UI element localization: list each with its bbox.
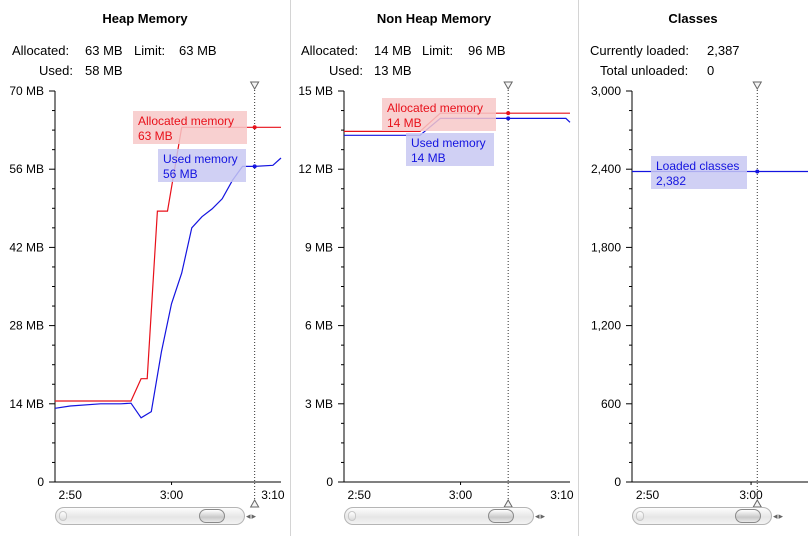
y-tick-label: 42 MB — [9, 240, 44, 254]
nonheap-limit-label: Limit: — [422, 43, 454, 58]
series-line-used-memory — [54, 157, 282, 419]
x-tick-label: 2:50 — [348, 488, 372, 502]
classes-unloaded-value: 0 — [707, 63, 715, 78]
x-tick-label: 3:10 — [261, 488, 285, 502]
series-label-name: Allocated memory — [387, 101, 483, 115]
y-tick-label: 56 MB — [9, 162, 44, 176]
heap-memory-title: Heap Memory — [102, 11, 188, 26]
heap-used-label: Used: — [39, 63, 73, 78]
y-tick-label: 0 — [326, 475, 333, 489]
heap-allocated-label: Allocated: — [12, 43, 70, 58]
x-tick-label: 2:50 — [636, 488, 660, 502]
cursor-point — [506, 116, 511, 121]
x-tick-label: 3:00 — [739, 488, 763, 502]
cursor-point — [252, 164, 257, 169]
x-tick-label: 3:00 — [449, 488, 473, 502]
scrollbar-thumb[interactable] — [735, 509, 761, 523]
cursor-top-marker-icon — [503, 81, 514, 91]
cursor-point — [755, 169, 760, 174]
nonheap-limit-value: 96 MB — [468, 43, 506, 58]
scroll-arrows-icon[interactable]: ◂▸ — [773, 511, 785, 521]
series-label-box — [133, 111, 247, 144]
heap-time-scrollbar[interactable]: ◂▸ — [55, 507, 256, 525]
heap-used-value: 58 MB — [85, 63, 123, 78]
cursor-top-marker-icon — [249, 81, 260, 91]
series-label-name: Allocated memory — [138, 114, 234, 128]
classes-title: Classes — [668, 11, 718, 26]
scroll-arrows-icon[interactable]: ◂▸ — [535, 511, 547, 521]
nonheap-time-scrollbar[interactable]: ◂▸ — [344, 507, 545, 525]
y-tick-label: 9 MB — [305, 240, 333, 254]
y-tick-label: 1,200 — [591, 319, 621, 333]
series-label-name: Used memory — [163, 152, 238, 166]
scrollbar-left-cap — [59, 511, 67, 521]
y-tick-label: 0 — [37, 475, 44, 489]
scrollbar-left-cap — [348, 511, 356, 521]
panel-divider — [578, 0, 579, 536]
series-label-box — [158, 149, 246, 182]
x-tick-label: 3:00 — [160, 488, 184, 502]
scrollbar-left-cap — [636, 511, 644, 521]
series-label-readout: 14 MB — [387, 116, 422, 130]
series-label-readout: 56 MB — [163, 167, 198, 181]
cursor-point — [506, 111, 511, 116]
y-tick-label: 3 MB — [305, 397, 333, 411]
y-tick-label: 12 MB — [298, 162, 333, 176]
y-tick-label: 28 MB — [9, 319, 44, 333]
series-label-name: Loaded classes — [656, 159, 739, 173]
classes-unloaded-label: Total unloaded: — [600, 63, 689, 78]
heap-allocated-value: 63 MB — [85, 43, 123, 58]
scrollbar-thumb[interactable] — [199, 509, 225, 523]
heap-limit-label: Limit: — [134, 43, 166, 58]
classes-loaded-label: Currently loaded: — [590, 43, 689, 58]
classes-time-scrollbar[interactable]: ◂▸ — [632, 507, 783, 525]
y-tick-label: 3,000 — [591, 84, 621, 98]
non-heap-memory-title: Non Heap Memory — [376, 11, 492, 26]
y-tick-label: 6 MB — [305, 319, 333, 333]
scroll-arrows-icon[interactable]: ◂▸ — [246, 511, 258, 521]
nonheap-used-label: Used: — [329, 63, 363, 78]
series-label-readout: 63 MB — [138, 129, 173, 143]
cursor-top-marker-icon — [752, 81, 763, 91]
y-tick-label: 2,400 — [591, 162, 621, 176]
series-label-readout: 14 MB — [411, 151, 446, 165]
nonheap-used-value: 13 MB — [374, 63, 412, 78]
nonheap-allocated-label: Allocated: — [301, 43, 359, 58]
cursor-point — [252, 125, 257, 130]
classes-loaded-value: 2,387 — [707, 43, 740, 58]
panel-divider — [290, 0, 291, 536]
nonheap-allocated-value: 14 MB — [374, 43, 412, 58]
series-label-box — [651, 156, 747, 189]
cursor-bottom-marker-icon — [503, 498, 514, 508]
series-label-box — [406, 133, 494, 166]
y-tick-label: 14 MB — [9, 397, 44, 411]
y-tick-label: 600 — [601, 397, 621, 411]
y-tick-label: 15 MB — [298, 84, 333, 98]
scrollbar-thumb[interactable] — [488, 509, 514, 523]
series-label-name: Used memory — [411, 136, 486, 150]
cursor-bottom-marker-icon — [249, 498, 260, 508]
y-tick-label: 70 MB — [9, 84, 44, 98]
y-tick-label: 1,800 — [591, 240, 621, 254]
x-tick-label: 3:10 — [550, 488, 574, 502]
x-tick-label: 2:50 — [59, 488, 83, 502]
heap-limit-value: 63 MB — [179, 43, 217, 58]
y-tick-label: 0 — [614, 475, 621, 489]
series-label-readout: 2,382 — [656, 174, 686, 188]
series-label-box — [382, 98, 496, 131]
